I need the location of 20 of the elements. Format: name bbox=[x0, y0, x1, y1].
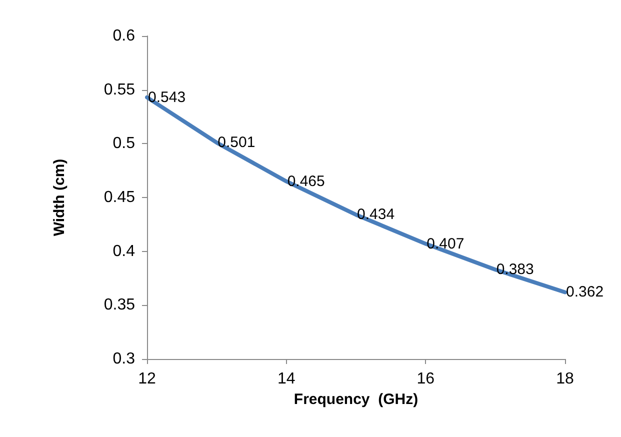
data-label: 0.383 bbox=[496, 261, 534, 278]
data-label: 0.501 bbox=[218, 134, 256, 152]
y-tick-label: 0.5 bbox=[112, 135, 136, 152]
x-tick-label: 14 bbox=[277, 370, 296, 388]
y-axis-title: Width (cm) bbox=[51, 158, 68, 236]
y-tick-label: 0.3 bbox=[112, 350, 136, 368]
x-tick-label: 16 bbox=[416, 370, 435, 388]
data-label: 0.407 bbox=[426, 235, 464, 252]
data-label: 0.465 bbox=[287, 172, 325, 190]
y-tick-label: 0.45 bbox=[104, 189, 136, 206]
data-label: 0.543 bbox=[148, 88, 186, 106]
y-tick-label: 0.55 bbox=[104, 81, 136, 98]
y-tick-label: 0.4 bbox=[112, 242, 136, 260]
y-tick-label: 0.6 bbox=[112, 28, 136, 44]
y-tick-label: 0.35 bbox=[104, 296, 136, 314]
data-label: 0.362 bbox=[566, 284, 604, 301]
x-axis-title: Frequency (GHz) bbox=[294, 390, 418, 408]
data-label: 0.434 bbox=[357, 206, 395, 224]
x-tick-label: 18 bbox=[556, 370, 574, 388]
x-tick-label: 12 bbox=[138, 370, 156, 388]
